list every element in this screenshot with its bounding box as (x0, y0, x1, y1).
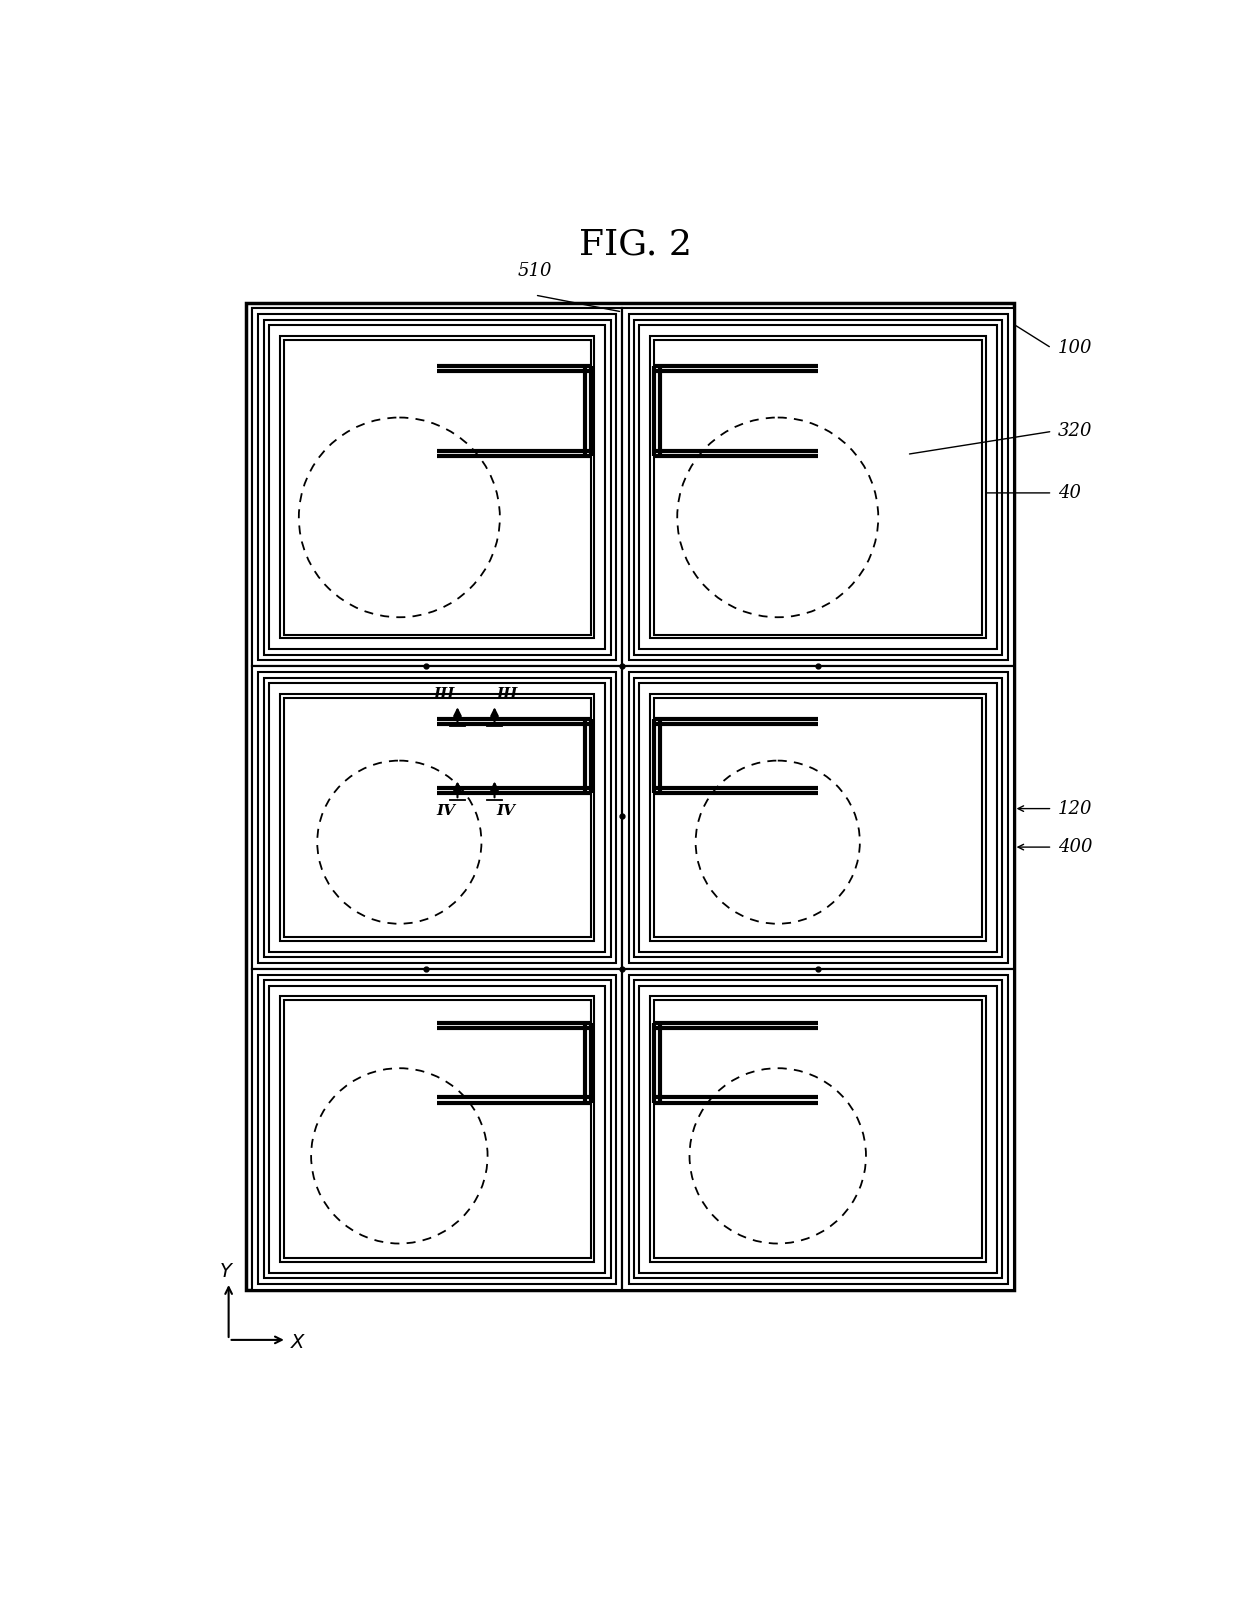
Bar (252, 308, 622, 666)
Bar (252, 969, 622, 1290)
Bar (280, 997, 594, 1262)
Text: FIG. 2: FIG. 2 (579, 228, 692, 262)
Bar (650, 693, 986, 941)
Bar (269, 985, 605, 1273)
Bar (629, 672, 1008, 963)
Text: IV: IV (497, 804, 516, 819)
Text: 510: 510 (517, 262, 552, 279)
Text: III: III (497, 687, 518, 701)
Bar (622, 308, 1014, 666)
Text: X: X (290, 1334, 304, 1353)
Bar (284, 340, 590, 634)
Bar (634, 319, 1002, 655)
Bar (629, 974, 1008, 1284)
Bar (650, 997, 986, 1262)
Bar (258, 672, 616, 963)
Bar (263, 981, 611, 1278)
Bar (622, 666, 1014, 969)
Bar (634, 981, 1002, 1278)
Bar (640, 684, 997, 952)
Bar (258, 974, 616, 1284)
Text: Y: Y (219, 1262, 232, 1281)
Bar (622, 308, 1014, 666)
Bar (263, 319, 611, 655)
Bar (629, 315, 1008, 660)
Bar (622, 969, 1014, 1290)
Bar (252, 666, 622, 969)
Bar (650, 335, 986, 639)
Bar (634, 677, 1002, 957)
Bar (269, 684, 605, 952)
Bar (252, 666, 622, 969)
Bar (247, 303, 1014, 1290)
Text: III: III (434, 687, 455, 701)
Bar (640, 985, 997, 1273)
Text: 400: 400 (1058, 838, 1092, 855)
Bar (252, 308, 1008, 1284)
Bar (655, 1000, 982, 1258)
Bar (284, 698, 590, 937)
Text: IV: IV (436, 804, 455, 819)
Text: 100: 100 (1058, 339, 1092, 358)
Bar (269, 326, 605, 648)
Bar (284, 1000, 590, 1258)
Bar (258, 315, 616, 660)
Bar (640, 326, 997, 648)
Bar (622, 969, 1014, 1290)
Bar (280, 693, 594, 941)
Bar (252, 308, 622, 666)
Bar (252, 969, 622, 1290)
Bar (622, 666, 1014, 969)
Bar (263, 677, 611, 957)
Text: 40: 40 (1058, 483, 1081, 502)
Bar (280, 335, 594, 639)
Bar (655, 340, 982, 634)
Text: 320: 320 (1058, 422, 1092, 440)
Bar (655, 698, 982, 937)
Text: 120: 120 (1058, 799, 1092, 817)
